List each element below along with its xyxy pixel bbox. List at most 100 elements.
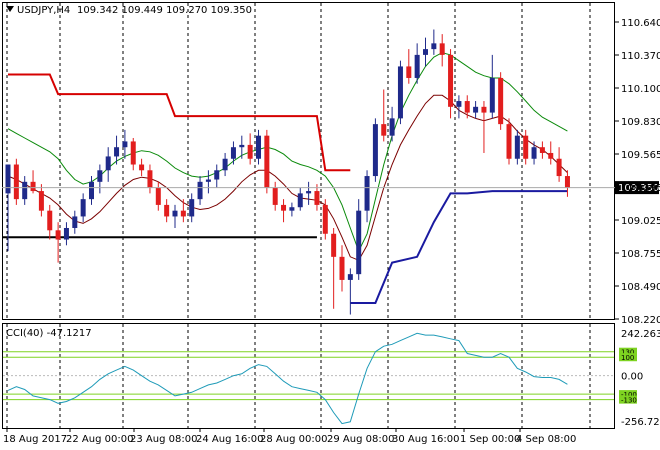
dropdown-triangle-icon[interactable] [6,6,14,12]
current-price-marker: 109.350 [2,181,659,195]
time-tick-label: 4 Sep 08:00 [516,434,576,445]
bull-candle-body [456,101,462,107]
price-panel-frame [2,2,615,320]
time-tick-label: 18 Aug 2017 [3,434,67,445]
bull-candle-body [372,124,378,177]
bear-candle-body [439,43,445,55]
bull-candle-body [289,207,295,211]
bull-candle-body [256,135,261,159]
current-price-box [615,181,659,195]
bear-candle-body [247,144,253,159]
envelope-lower-line [7,94,568,261]
bull-candle-body [489,77,495,113]
bull-candle-body [397,66,403,119]
bull-candle-body [114,147,120,157]
price-tick-label: 110.640 [621,18,660,29]
bull-candle-body [347,274,353,280]
stop-upper-line [8,73,351,172]
price-tick-label: 109.830 [621,117,660,128]
time-tick-label: 30 Aug 16:00 [392,434,459,445]
bear-candle-body [47,210,53,231]
bear-candle-body [30,181,36,192]
bull-candle-body [205,179,211,182]
cci-band-label: 100 [621,354,634,362]
bear-candle-body [55,230,61,240]
price-axis: 110.640 110.370 110.100 109.830 109.565 109.2… [615,18,660,326]
cci-band-box [619,390,637,399]
bull-candle-body [5,164,11,194]
bear-candle-body [539,147,545,153]
price-tick-label: 110.100 [621,84,660,95]
bear-candle-body [13,164,19,200]
bull-candle-body [356,210,362,275]
bear-candle-body [498,77,504,125]
bear-candle-body [381,124,387,136]
bull-candle-body [423,49,428,55]
price-tick-label: 108.490 [621,282,660,293]
cci-panel-frame [2,323,615,429]
bear-candle-body [272,187,278,205]
bear-candle-body [322,204,328,234]
bear-candle-body [130,141,136,165]
bull-candle-body [122,141,128,148]
bear-candle-body [155,187,161,205]
bear-candle-body [281,204,287,211]
cci-line [7,332,568,425]
bull-candle-body [72,216,78,228]
bull-candle-body [214,170,220,180]
vertical-gridlines [6,3,591,428]
cci-band-label: -130 [621,397,637,405]
bull-candle-body [364,176,370,211]
bear-candle-body [339,256,345,280]
ohlc-label: 109.342 109.449 109.270 109.350 [77,5,252,16]
bull-candle-body [189,199,195,217]
price-tick-label: 109.565 [621,150,660,161]
stop-lower-line [350,190,568,304]
bull-candle-body [306,191,312,194]
cci-band-label: -100 [621,391,637,399]
bear-candle-body [38,191,44,211]
bull-candle-body [514,135,520,159]
time-tick-label: 1 Sep 00:00 [460,434,520,445]
cci-tick-label: 242.2636 [621,329,660,340]
bull-candle-body [414,54,420,78]
cci-band-box [619,395,637,404]
time-tick-label: 29 Aug 08:00 [327,434,394,445]
bull-candle-body [105,156,111,171]
bear-candle-body [481,106,487,113]
bull-candle-body [172,210,178,217]
chart-title: USDJPY,H4 109.342 109.449 109.270 109.35… [6,5,252,16]
bear-candle-body [180,210,186,217]
trailing-stop-lines [8,73,568,304]
bull-candle-body [230,147,236,159]
price-tick-label: 109.025 [621,216,660,227]
bear-candle-body [406,66,412,78]
price-tick-label: 108.220 [621,315,660,326]
bull-candle-body [80,199,86,217]
time-tick-label: 28 Aug 00:00 [260,434,327,445]
bull-candle-body [63,227,69,240]
bear-candle-body [564,176,570,188]
time-tick-label: 24 Aug 16:00 [196,434,263,445]
bull-candle-body [97,170,103,182]
bull-candle-body [222,158,228,171]
bear-candle-body [448,54,454,107]
bull-candle-body [197,181,203,200]
cci-band-box [619,353,637,362]
bear-candle-body [164,204,170,217]
cci-band-box [619,347,637,356]
bear-candle-body [264,135,270,188]
bear-candle-body [548,152,554,159]
price-tick-label: 108.755 [621,249,660,260]
cci-band-label: 130 [621,349,634,357]
envelope-lines [7,52,568,261]
cci-label: CCI(40) -47.1217 [6,328,92,339]
bear-candle-body [464,101,470,113]
time-tick-label: 22 Aug 00:00 [66,434,133,445]
cci-tick-label: 0.00 [621,372,643,383]
bear-candle-body [556,158,562,177]
bull-candle-body [531,147,537,159]
bear-candle-body [331,233,337,257]
